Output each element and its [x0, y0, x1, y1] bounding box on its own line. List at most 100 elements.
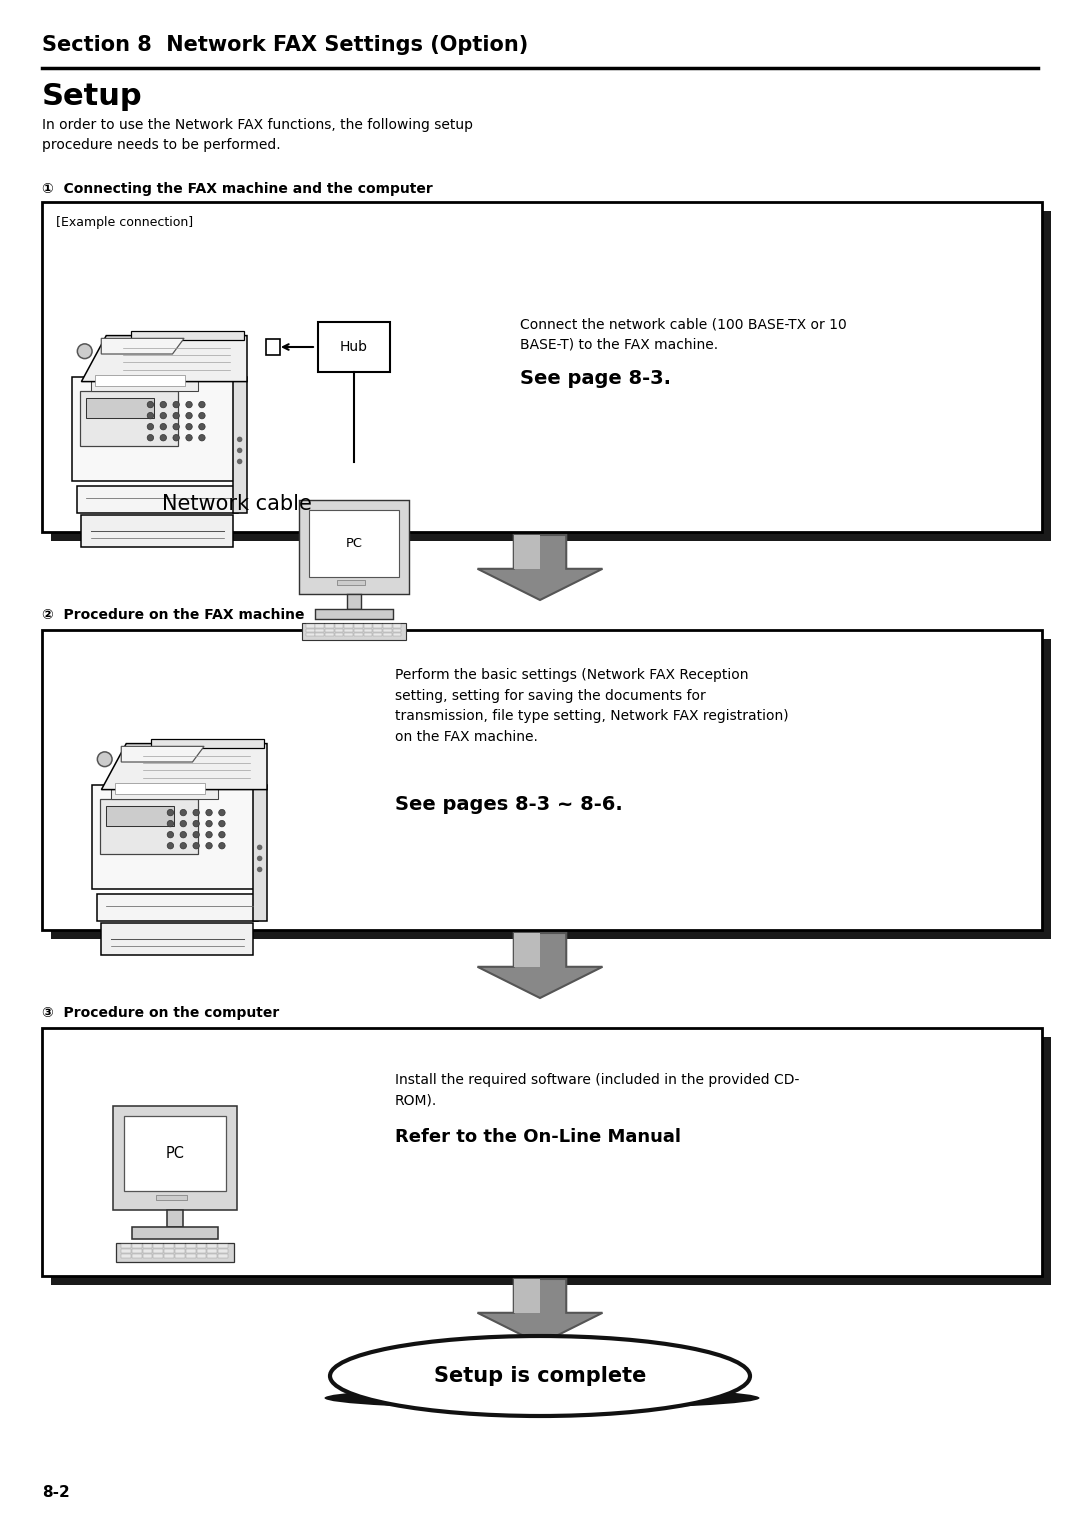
Text: Perform the basic settings (Network FAX Reception
setting, setting for saving th: Perform the basic settings (Network FAX …	[395, 668, 788, 744]
Polygon shape	[102, 744, 267, 790]
Ellipse shape	[324, 1387, 759, 1409]
Bar	[315, 610, 393, 619]
Bar	[383, 633, 392, 636]
Bar	[315, 633, 324, 636]
Circle shape	[206, 821, 213, 827]
Bar	[218, 1244, 228, 1248]
Bar	[51, 211, 1051, 541]
Text: In order to use the Network FAX functions, the following setup
procedure needs t: In order to use the Network FAX function…	[42, 118, 473, 153]
Circle shape	[199, 434, 205, 442]
Bar	[116, 784, 205, 795]
Text: Network cable: Network cable	[162, 494, 312, 513]
Bar	[92, 785, 258, 889]
Circle shape	[167, 831, 174, 837]
Bar	[97, 894, 258, 921]
Polygon shape	[477, 1279, 540, 1313]
Text: PC: PC	[346, 536, 363, 550]
Bar	[124, 1115, 226, 1192]
Bar	[364, 628, 373, 633]
Text: ②  Procedure on the FAX machine: ② Procedure on the FAX machine	[42, 608, 305, 622]
Polygon shape	[121, 746, 204, 762]
Circle shape	[180, 842, 187, 850]
Polygon shape	[81, 336, 247, 382]
Bar	[113, 1106, 237, 1210]
Bar	[393, 633, 402, 636]
Circle shape	[173, 413, 179, 419]
Bar	[164, 1254, 174, 1258]
Circle shape	[173, 423, 179, 429]
Bar	[306, 628, 314, 633]
Bar	[335, 628, 343, 633]
Circle shape	[257, 856, 262, 862]
Text: PC: PC	[165, 1146, 185, 1161]
Bar	[86, 399, 154, 419]
Circle shape	[147, 434, 153, 442]
Bar	[207, 1250, 217, 1253]
Bar	[393, 625, 402, 628]
Bar	[175, 1250, 185, 1253]
Bar	[197, 1244, 206, 1248]
Circle shape	[147, 413, 153, 419]
Bar	[354, 625, 363, 628]
Bar	[42, 630, 1042, 931]
Bar	[72, 377, 238, 481]
Circle shape	[160, 423, 166, 429]
Bar	[374, 625, 382, 628]
Polygon shape	[477, 535, 603, 601]
Bar	[393, 628, 402, 633]
Circle shape	[218, 831, 225, 837]
Circle shape	[206, 810, 213, 816]
Bar	[318, 322, 390, 371]
Bar	[121, 1254, 131, 1258]
Bar	[95, 376, 185, 387]
Bar	[364, 625, 373, 628]
Circle shape	[147, 402, 153, 408]
Bar	[110, 781, 218, 799]
Bar	[197, 1250, 206, 1253]
Polygon shape	[477, 934, 603, 998]
Bar	[186, 1244, 195, 1248]
Bar	[335, 633, 343, 636]
Bar	[315, 628, 324, 633]
Bar	[157, 1195, 187, 1201]
Bar	[175, 1254, 185, 1258]
Circle shape	[180, 831, 187, 837]
Bar	[153, 1244, 163, 1248]
Circle shape	[193, 810, 200, 816]
Circle shape	[147, 423, 153, 429]
Bar	[337, 579, 365, 585]
Circle shape	[237, 448, 242, 454]
Circle shape	[160, 413, 166, 419]
Circle shape	[193, 831, 200, 837]
Bar	[315, 625, 324, 628]
Bar	[167, 1210, 183, 1227]
Bar	[383, 628, 392, 633]
Text: Refer to the On-Line Manual: Refer to the On-Line Manual	[395, 1128, 681, 1146]
Bar	[51, 639, 1051, 940]
Bar	[345, 633, 353, 636]
Circle shape	[186, 402, 192, 408]
Bar	[345, 628, 353, 633]
Bar	[186, 1250, 195, 1253]
Polygon shape	[102, 338, 184, 354]
Bar	[132, 1244, 141, 1248]
Bar	[131, 332, 244, 341]
Circle shape	[257, 866, 262, 872]
Text: See page 8-3.: See page 8-3.	[519, 368, 671, 388]
Bar	[325, 625, 334, 628]
Bar	[151, 740, 264, 749]
Circle shape	[237, 458, 242, 465]
Circle shape	[199, 413, 205, 419]
Bar	[299, 500, 409, 594]
Bar	[117, 1242, 233, 1262]
Circle shape	[206, 842, 213, 850]
Circle shape	[160, 434, 166, 442]
Bar	[143, 1244, 152, 1248]
Bar	[207, 1244, 217, 1248]
Polygon shape	[477, 535, 540, 568]
Circle shape	[237, 437, 242, 442]
Bar	[309, 510, 400, 578]
Bar	[266, 339, 280, 354]
Bar	[301, 622, 406, 640]
Bar	[325, 633, 334, 636]
